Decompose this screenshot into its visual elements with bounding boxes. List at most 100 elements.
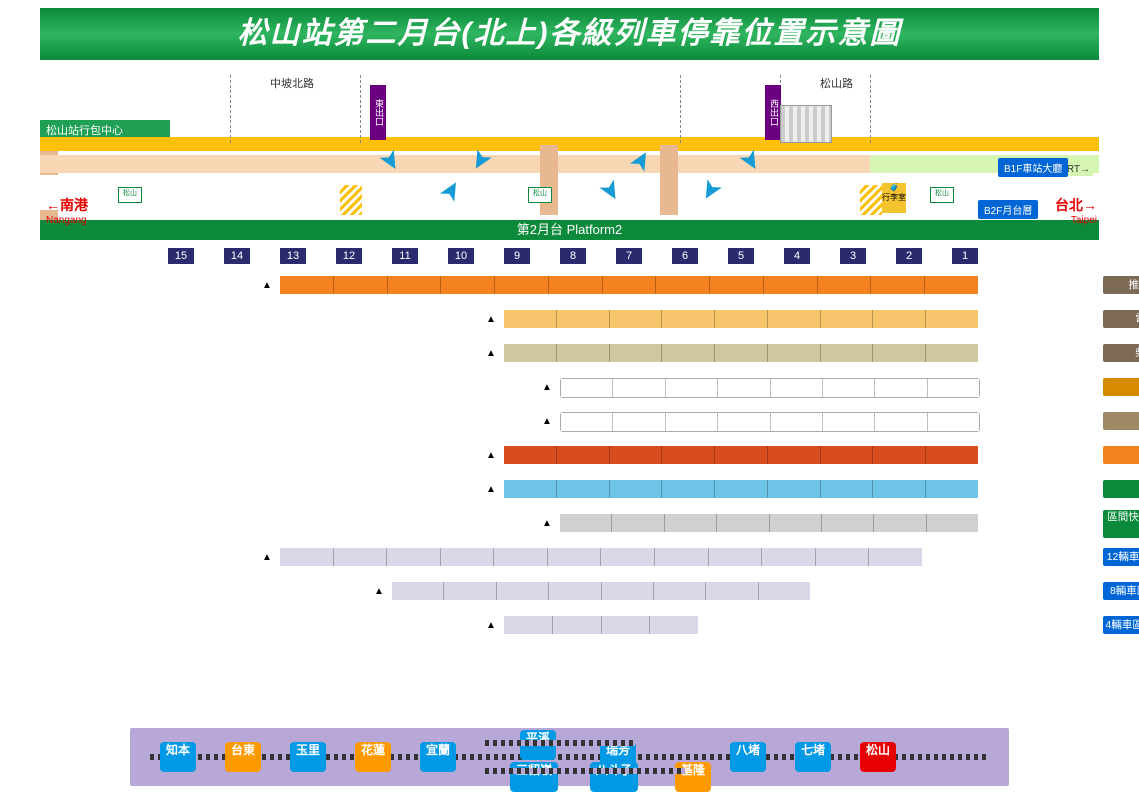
train-car xyxy=(610,446,663,464)
train-car xyxy=(504,310,557,328)
train-type-label: 8輛車區間車(停靠4-11車位置) xyxy=(1103,582,1139,600)
train-car xyxy=(655,548,709,566)
train-car xyxy=(718,413,770,431)
train-body xyxy=(504,616,698,634)
train-car xyxy=(549,582,601,600)
train-car xyxy=(654,582,706,600)
train-car xyxy=(549,276,603,294)
train-car xyxy=(926,344,978,362)
dir-right-cn: 台北→ xyxy=(1055,195,1097,215)
train-rows: ▲推拉式自強號( PP)▲電聯車組自強號▲柴聯車組自強號▲太魯閣自強號▲普悠瑪自… xyxy=(40,272,1099,646)
train-car xyxy=(768,344,821,362)
train-type-label: 12輛車區間車(停靠2-14車位置) xyxy=(1103,548,1139,566)
car-number-12: 12 xyxy=(336,248,362,264)
train-car xyxy=(334,548,388,566)
train-car xyxy=(557,446,610,464)
car-number-14: 14 xyxy=(224,248,250,264)
train-body xyxy=(280,548,922,566)
train-car xyxy=(706,582,758,600)
car-number-3: 3 xyxy=(840,248,866,264)
adjacent-building xyxy=(780,105,832,143)
car-number-5: 5 xyxy=(728,248,754,264)
car-number-11: 11 xyxy=(392,248,418,264)
route-station-玉里: 玉里 xyxy=(290,742,326,772)
stop-marker-icon: ▲ xyxy=(486,620,496,631)
train-car xyxy=(873,446,926,464)
train-row: ▲區間快車(依對號列車車序牌停車) xyxy=(40,510,1099,538)
b1f-segment xyxy=(40,155,330,173)
train-body xyxy=(560,514,978,532)
route-station-八斗子: 八斗子 xyxy=(590,762,638,792)
train-row: ▲普悠瑪自強號 xyxy=(40,408,1099,436)
train-body xyxy=(392,582,810,600)
train-car xyxy=(613,413,665,431)
route-strip: 知本台東玉里花蓮宜蘭平溪三貂嶺瑞芳八斗子基隆八堵七堵松山 xyxy=(130,728,1009,786)
train-car xyxy=(926,480,978,498)
train-car xyxy=(561,379,613,397)
train-type-label: 莒光號 xyxy=(1103,446,1139,464)
route-station-八堵: 八堵 xyxy=(730,742,766,772)
baggage-room: 🧳行李室 xyxy=(882,183,906,213)
car-number-9: 9 xyxy=(504,248,530,264)
train-car xyxy=(504,616,553,634)
train-row: ▲復興號 xyxy=(40,476,1099,504)
train-row: ▲12輛車區間車(停靠2-14車位置) xyxy=(40,544,1099,572)
train-car xyxy=(280,276,334,294)
train-car xyxy=(603,276,657,294)
exit-pillar: 東出口 xyxy=(370,85,386,140)
car-number-15: 15 xyxy=(168,248,194,264)
train-car xyxy=(925,276,978,294)
route-branch-track xyxy=(485,768,685,774)
route-station-知本: 知本 xyxy=(160,742,196,772)
platform-band: 第2月台 Platform2 xyxy=(40,220,1099,240)
train-car xyxy=(444,582,496,600)
stop-marker-icon: ▲ xyxy=(374,586,384,597)
route-station-三貂嶺: 三貂嶺 xyxy=(510,762,558,792)
stop-marker-icon: ▲ xyxy=(542,518,552,529)
train-car xyxy=(557,344,610,362)
train-car xyxy=(823,379,875,397)
train-car xyxy=(768,480,821,498)
stairs-icon xyxy=(860,185,882,215)
dir-right-en: Taipei xyxy=(1055,215,1097,226)
train-car xyxy=(873,310,926,328)
direction-right: 台北→ Taipei xyxy=(1055,195,1097,226)
train-car xyxy=(873,344,926,362)
stop-marker-icon: ▲ xyxy=(486,484,496,495)
train-car xyxy=(715,310,768,328)
train-car xyxy=(557,480,610,498)
dir-left-en: Nangang xyxy=(46,215,88,226)
street-level xyxy=(40,137,1099,151)
b1f xyxy=(40,155,1099,173)
train-car xyxy=(768,446,821,464)
train-row: ▲太魯閣自強號 xyxy=(40,374,1099,402)
train-car xyxy=(662,480,715,498)
building-edge xyxy=(870,75,871,143)
train-car xyxy=(926,310,978,328)
road-label: 松山路 xyxy=(820,75,853,91)
stop-marker-icon: ▲ xyxy=(262,552,272,563)
train-body xyxy=(504,310,978,328)
train-car xyxy=(762,548,816,566)
car-number-10: 10 xyxy=(448,248,474,264)
train-row: ▲8輛車區間車(停靠4-11車位置) xyxy=(40,578,1099,606)
building-edge xyxy=(680,75,681,143)
train-car xyxy=(709,548,763,566)
train-car xyxy=(926,446,978,464)
train-car xyxy=(495,276,549,294)
train-car xyxy=(548,548,602,566)
train-car xyxy=(610,344,663,362)
train-car xyxy=(666,379,718,397)
train-row: ▲莒光號 xyxy=(40,442,1099,470)
train-car xyxy=(665,514,717,532)
train-car xyxy=(818,276,872,294)
building-edge xyxy=(360,75,361,143)
train-car xyxy=(823,413,875,431)
train-car xyxy=(928,413,979,431)
train-body xyxy=(560,412,980,432)
train-car xyxy=(602,582,654,600)
train-car xyxy=(928,379,979,397)
route-station-基隆: 基隆 xyxy=(675,762,711,792)
train-car xyxy=(612,514,664,532)
car-number-row: 151413121110987654321 xyxy=(40,248,1099,266)
